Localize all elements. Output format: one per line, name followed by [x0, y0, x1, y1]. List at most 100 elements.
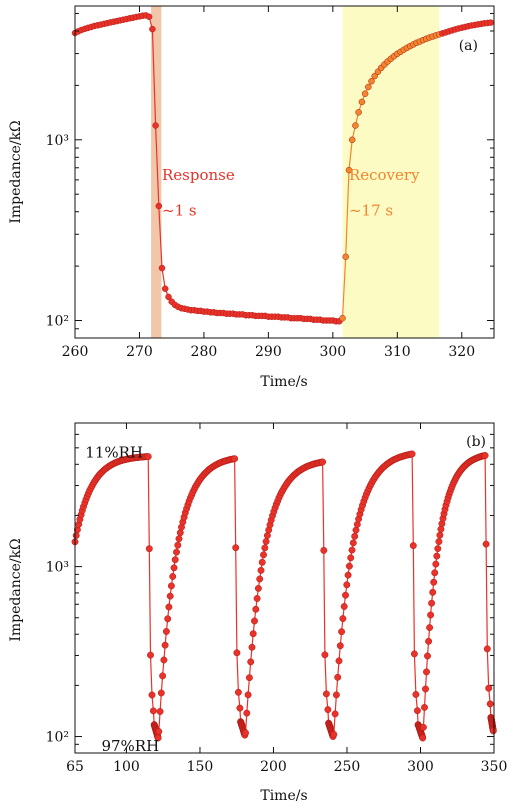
panel-b-data-point [424, 652, 431, 660]
panel-b-x-tick-label: 250 [334, 759, 361, 775]
panel-a-data-point [155, 202, 163, 210]
panel-a-data-point [358, 98, 366, 106]
panel-b-x-tick-label: 100 [113, 759, 140, 775]
panel-b-data-point [347, 554, 355, 562]
panel-a-annotation: Recovery [349, 166, 420, 184]
panel-a-x-tick-label: 260 [62, 344, 89, 360]
panel-b-x-tick-label: 350 [481, 759, 508, 775]
panel-b-data-point [483, 645, 491, 653]
panel-b-data-point [145, 545, 153, 553]
panel-b-data-point [247, 658, 255, 666]
panel-b-data-point [233, 649, 241, 657]
panel-b-data-point [339, 615, 347, 623]
panel-b-data-point [171, 556, 179, 564]
panel-b-data-point [430, 578, 438, 586]
panel-a-data-point [487, 19, 495, 26]
panel-b-data-point [319, 458, 327, 466]
panel-b-data-point [409, 542, 417, 550]
panel-b-data-point [336, 642, 344, 650]
panel-b-data-point [155, 728, 163, 735]
panel-a-y-tick-label: 10³ [46, 133, 69, 149]
panel-b: 65 100 150 200 250 300 350 10² 10³ Time/s Impeda… [8, 422, 508, 804]
panel-b-data-point [485, 684, 493, 692]
panel-b-data-point [253, 595, 261, 602]
panel-a-tag: (a) [459, 38, 478, 54]
panel-b-data-point [244, 691, 252, 699]
panel-b-data-point [147, 651, 154, 659]
panel-b-data-point [260, 551, 267, 559]
panel-b-data-point [245, 674, 253, 682]
panel-b-data-point [435, 538, 443, 546]
panel-b-data-point [419, 723, 427, 731]
panel-b-data-point [148, 691, 156, 699]
panel-b-frame [74, 422, 495, 754]
panel-b-data-point [257, 566, 265, 574]
panel-b-data-point [419, 734, 427, 742]
panel-b-x-tick-label: 150 [187, 759, 214, 775]
panel-b-x-tick-label: 65 [66, 759, 84, 775]
panel-b-data-point [486, 700, 494, 708]
panel-a-annotation: Response [162, 166, 235, 184]
panel-b-data-point [408, 450, 416, 458]
panel-b-data-point [434, 545, 442, 553]
panel-a-data-point [355, 109, 362, 116]
panel-b-data-point [349, 539, 357, 547]
panel-a-data-point [368, 77, 375, 85]
panel-b-data-point [166, 592, 174, 600]
panel-b-y-tick-label: 10³ [46, 560, 69, 576]
panel-b-data-point [421, 703, 428, 711]
panel-b-data-point [489, 727, 497, 735]
panel-b-data-point [334, 673, 342, 681]
panel-a-data-point [365, 83, 372, 91]
panel-a-data-point [339, 314, 346, 322]
panel-b-data-point [173, 548, 180, 556]
panel-b-data-point [243, 709, 251, 717]
panel-a-ticks: 260 270 280 290 300 310 320 10² 10³ [46, 6, 494, 360]
panel-a-data-point [345, 166, 353, 174]
panel-b-data-point [433, 552, 441, 560]
panel-b-data-point [254, 584, 262, 592]
panel-a: 260 270 280 290 300 310 320 10² 10³ Time/s Imped… [8, 5, 495, 390]
panel-b-y-tick-label: 10² [46, 730, 69, 746]
panel-b-data-point [481, 452, 489, 459]
panel-b-data-point [320, 546, 328, 554]
panel-b-data-point [429, 588, 437, 596]
panel-b-annotations: 11%RH 97%RH [85, 443, 159, 755]
panel-a-data-point [342, 253, 349, 261]
panel-b-data-point [256, 575, 264, 583]
panel-a-annotations: Response ~1 s Recovery ~17 s [162, 166, 420, 220]
panel-a-series [71, 12, 495, 325]
panel-b-data-point [258, 558, 266, 566]
panel-b-data-point [249, 630, 257, 638]
panel-a-annotation: ~17 s [349, 202, 393, 220]
panel-b-data-point [144, 453, 152, 461]
panel-b-data-point [322, 690, 330, 698]
panel-b-ticks: 65 100 150 200 250 300 350 10² 10³ [46, 422, 508, 775]
panel-b-annotation: 11%RH [85, 443, 143, 461]
panel-b-series [71, 450, 497, 742]
panel-a-y-tick-label: 10² [46, 313, 69, 329]
panel-b-data-point [412, 691, 420, 698]
panel-b-data-point [422, 685, 429, 693]
panel-a-x-tick-label: 310 [384, 344, 411, 360]
panel-a-frame [74, 5, 495, 339]
panel-a-data-point [149, 25, 156, 33]
panel-b-data-point [234, 688, 242, 696]
panel-b-data-point [482, 540, 490, 548]
panel-b-data-point [423, 668, 430, 676]
panel-b-y-axis-label: Impedance/kΩ [8, 538, 24, 641]
panel-b-data-point [431, 569, 439, 577]
panel-a-data-point [161, 285, 169, 292]
panel-b-data-point [159, 672, 167, 680]
panel-b-data-point [352, 526, 360, 534]
panel-b-data-point [236, 704, 244, 712]
panel-b-data-point [231, 455, 239, 463]
panel-b-data-point [321, 651, 329, 659]
panel-b-x-tick-label: 200 [260, 759, 287, 775]
panel-b-data-point [332, 691, 340, 699]
panel-b-data-point [324, 706, 332, 714]
panel-a-data-point [348, 136, 356, 144]
panel-b-data-point [170, 564, 178, 572]
panel-b-data-point [432, 560, 440, 568]
panel-b-data-point [338, 628, 346, 636]
